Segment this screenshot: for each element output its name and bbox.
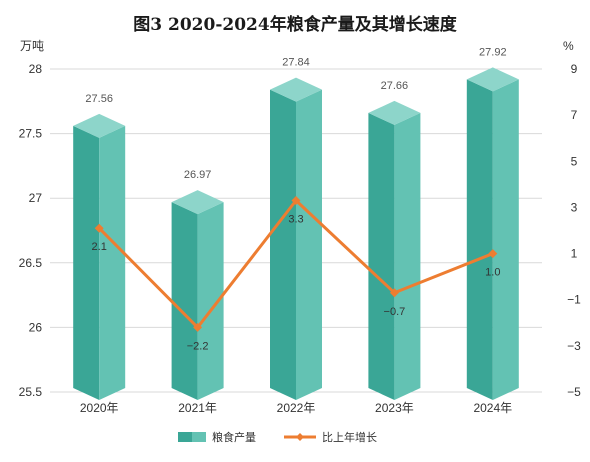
bar-right-face [197, 202, 224, 400]
bar-left-face [368, 112, 395, 400]
y-left-tick-label: 25.5 [19, 385, 43, 399]
bar-right-face [296, 89, 322, 400]
y-right-tick-label: 9 [571, 62, 578, 76]
y-right-tick-label: 1 [571, 247, 578, 261]
y-right-tick-label: 5 [571, 154, 578, 168]
growth-value-label: 1.0 [485, 267, 500, 279]
x-tick-label: 2024年 [473, 401, 512, 415]
bar-right-face [394, 112, 421, 400]
bar-top-face [73, 113, 126, 138]
bar-value-label: 27.92 [479, 46, 507, 58]
growth-point [291, 196, 301, 206]
bar-top-face [466, 67, 519, 92]
growth-value-label: 3.3 [288, 214, 303, 226]
y-left-tick-label: 26 [29, 320, 43, 334]
x-tick-label: 2020年 [80, 401, 119, 415]
legend-line-marker [296, 433, 304, 441]
legend-line-label: 比上年增长 [322, 430, 377, 444]
y-right-tick-label: −1 [567, 293, 581, 307]
bar-top-face [171, 190, 224, 215]
x-tick-label: 2022年 [277, 401, 316, 415]
bar-value-label: 27.66 [381, 80, 409, 92]
bar-left-face [270, 89, 296, 400]
y-left-unit: 万吨 [20, 39, 44, 53]
bar-right-face [99, 125, 126, 401]
y-left-tick-label: 26.5 [19, 256, 43, 270]
bar-top-face [368, 100, 421, 125]
bar-right-face [492, 79, 519, 400]
y-left-tick-label: 28 [29, 62, 43, 76]
legend-bar-swatch-left [178, 432, 192, 442]
y-left-tick-label: 27 [29, 191, 43, 205]
growth-point [389, 288, 399, 298]
bar-value-label: 27.84 [282, 57, 310, 69]
y-right-tick-label: −5 [567, 385, 581, 399]
bar-value-label: 27.56 [85, 93, 113, 105]
growth-value-label: −0.7 [384, 306, 406, 318]
y-right-tick-label: −3 [567, 339, 581, 353]
chart-title: 图3 2020-2024年粮食产量及其增长速度 [133, 15, 457, 35]
x-tick-label: 2023年 [375, 401, 414, 415]
growth-point [488, 249, 498, 259]
bar-left-face [466, 79, 493, 400]
growth-point [94, 223, 104, 233]
bar-left-face [73, 125, 100, 401]
legend-bar-label: 粮食产量 [212, 430, 256, 444]
bar-top-face [270, 77, 322, 102]
growth-point [193, 322, 203, 332]
growth-value-label: −2.2 [187, 340, 209, 352]
x-tick-label: 2021年 [178, 401, 217, 415]
bar-left-face [171, 202, 198, 400]
y-right-unit: % [563, 39, 574, 53]
growth-value-label: 2.1 [92, 241, 107, 253]
bar-value-label: 26.97 [184, 169, 212, 181]
y-right-tick-label: 7 [571, 108, 578, 122]
y-right-tick-label: 3 [571, 200, 578, 214]
y-left-tick-label: 27.5 [19, 127, 43, 141]
legend-bar-swatch-right [192, 432, 206, 442]
